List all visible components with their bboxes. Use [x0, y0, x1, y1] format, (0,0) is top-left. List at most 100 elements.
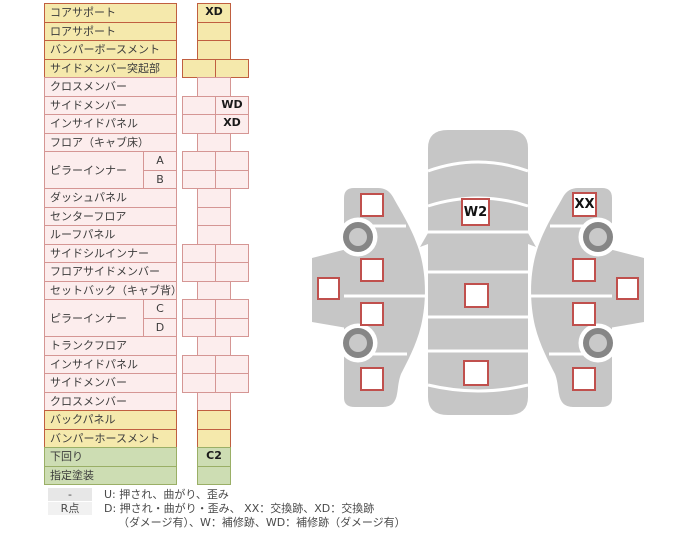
table-row: ルーフパネル — [44, 225, 259, 245]
table-row: クロスメンバー — [44, 77, 259, 97]
table-row-group-pillar-ab: ピラーインナー A B — [44, 151, 259, 189]
sub-label: C — [143, 299, 177, 319]
damage-marker-left-front-fender — [360, 193, 384, 217]
legend-text: U: 押され、曲がり、歪み — [104, 488, 229, 501]
damage-cell: C2 — [197, 447, 231, 467]
part-label: ダッシュパネル — [44, 188, 177, 208]
part-label: バンパーボースメント — [44, 40, 177, 60]
car-top-view — [420, 130, 536, 415]
damage-cell — [197, 21, 231, 41]
damage-cell — [182, 169, 216, 189]
damage-cell — [197, 391, 231, 411]
table-row: インサイドパネル — [44, 354, 259, 374]
car-side-view-left — [312, 188, 425, 407]
table-row: フロア（キャブ床） — [44, 132, 259, 152]
damage-cell — [182, 95, 216, 115]
damage-marker-left-rear-fender — [360, 367, 384, 391]
part-label: ピラーインナー — [44, 151, 144, 189]
table-row: サイドシルインナー — [44, 243, 259, 263]
table-row: サイドメンバー — [44, 373, 259, 393]
table-row: サイドメンバー突起部 — [44, 58, 259, 78]
part-label: インサイドパネル — [44, 354, 177, 374]
damage-cell — [182, 299, 216, 319]
part-label: 下回り — [44, 447, 177, 467]
damage-cell — [197, 280, 231, 300]
table-row: バックパネル — [44, 410, 259, 430]
part-label: センターフロア — [44, 206, 177, 226]
part-label: クロスメンバー — [44, 391, 177, 411]
part-label: フロア（キャブ床） — [44, 132, 177, 152]
part-label: ロアサポート — [44, 21, 177, 41]
part-label: トランクフロア — [44, 336, 177, 356]
damage-cell — [197, 206, 231, 226]
left-rear-wheel — [338, 323, 378, 363]
damage-cell — [197, 428, 231, 448]
right-rear-wheel — [578, 323, 618, 363]
legend-symbol-dash: - — [48, 488, 92, 501]
part-label: バンパーホースメント — [44, 428, 177, 448]
damage-cell — [182, 317, 216, 337]
table-row: クロスメンバー — [44, 391, 259, 411]
legend-text: D: 押され・曲がり・歪み、 XX：交換跡、XD：交換跡 — [104, 502, 375, 515]
damage-cell — [215, 373, 249, 393]
part-label: ピラーインナー — [44, 299, 144, 337]
right-mirror — [528, 233, 536, 247]
table-row: ダッシュパネル — [44, 188, 259, 208]
damage-cell — [197, 225, 231, 245]
damage-marker-right-rear-door — [572, 302, 596, 326]
table-row: コアサポート XD — [44, 3, 259, 23]
damage-cell — [182, 373, 216, 393]
damage-cell — [197, 410, 231, 430]
damage-marker-center-trunk — [463, 360, 489, 386]
damage-cell — [215, 299, 249, 319]
part-label: セットバック（キャブ背） — [44, 280, 177, 300]
table-row: センターフロア — [44, 206, 259, 226]
part-label: インサイドパネル — [44, 114, 177, 134]
damage-cell — [197, 132, 231, 152]
legend-symbol-spacer — [48, 516, 92, 529]
table-row: バンパーボースメント — [44, 40, 259, 60]
damage-marker-center-roof — [464, 283, 489, 308]
part-label: サイドシルインナー — [44, 243, 177, 263]
table-row: 指定塗装 — [44, 465, 259, 485]
table-row: インサイドパネル XD — [44, 114, 259, 134]
damage-marker-left-rear-door — [360, 302, 384, 326]
damage-cell — [182, 114, 216, 134]
damage-marker-right-front-fender: XX — [572, 192, 597, 217]
damage-marker-center-hood: W2 — [461, 198, 490, 226]
damage-cell — [182, 151, 216, 171]
damage-cell: WD — [215, 95, 249, 115]
damage-marker-right-rear-fender — [572, 367, 596, 391]
damage-marker-right-rocker — [616, 277, 639, 300]
damage-cell: XD — [197, 3, 231, 23]
left-front-wheel — [338, 217, 378, 257]
part-label: クロスメンバー — [44, 77, 177, 97]
damage-cell — [197, 336, 231, 356]
damage-cell — [215, 151, 249, 171]
legend-row: （ダメージ有）、W：補修跡、WD：補修跡（ダメージ有） — [48, 516, 406, 529]
table-row: ロアサポート — [44, 21, 259, 41]
damage-marker-left-front-door — [360, 258, 384, 282]
sub-label: D — [143, 317, 177, 337]
table-row-group-pillar-cd: ピラーインナー C D — [44, 299, 259, 337]
damage-cell — [182, 262, 216, 282]
legend-row: R点 D: 押され・曲がり・歪み、 XX：交換跡、XD：交換跡 — [48, 502, 406, 515]
part-label: サイドメンバー — [44, 95, 177, 115]
damage-cell — [197, 40, 231, 60]
part-label: 指定塗装 — [44, 465, 177, 485]
left-mirror — [420, 233, 428, 247]
damage-marker-right-front-door — [572, 258, 596, 282]
part-label: バックパネル — [44, 410, 177, 430]
damage-cell — [215, 262, 249, 282]
damage-cell — [197, 465, 231, 485]
sub-label: A — [143, 151, 177, 171]
legend-symbol-rpoint: R点 — [48, 502, 92, 515]
damage-cell — [215, 317, 249, 337]
table-row: 下回り C2 — [44, 447, 259, 467]
table-row: トランクフロア — [44, 336, 259, 356]
part-label: サイドメンバー突起部 — [44, 58, 177, 78]
damage-cell — [215, 354, 249, 374]
damage-cell — [197, 77, 231, 97]
table-row: バンパーホースメント — [44, 428, 259, 448]
